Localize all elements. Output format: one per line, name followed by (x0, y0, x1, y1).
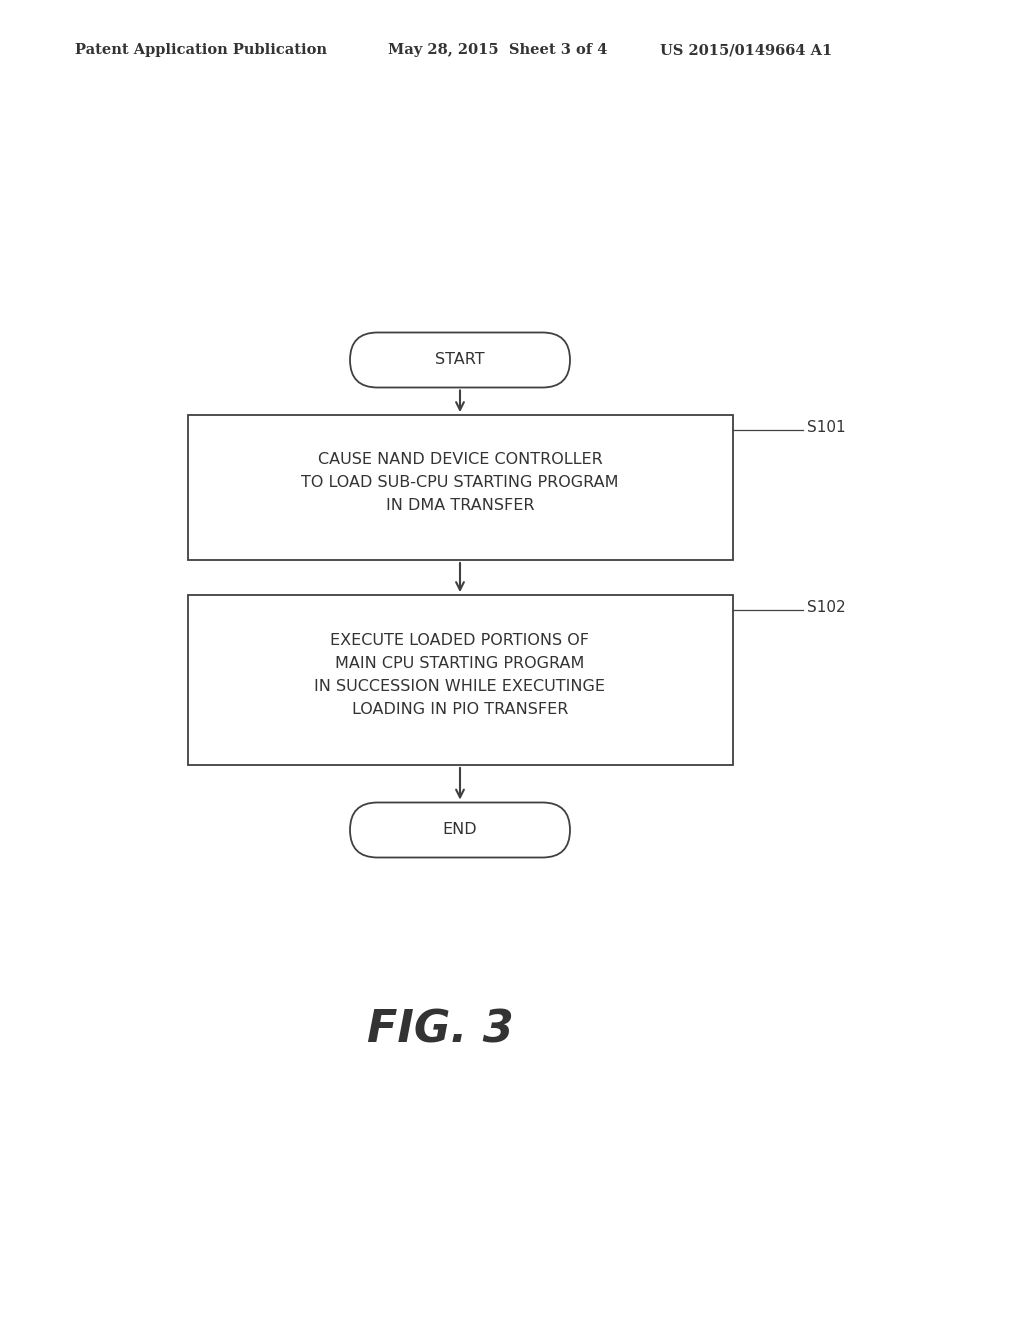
FancyBboxPatch shape (350, 333, 570, 388)
Text: CAUSE NAND DEVICE CONTROLLER
TO LOAD SUB-CPU STARTING PROGRAM
IN DMA TRANSFER: CAUSE NAND DEVICE CONTROLLER TO LOAD SUB… (301, 453, 618, 512)
FancyBboxPatch shape (350, 803, 570, 858)
Text: EXECUTE LOADED PORTIONS OF
MAIN CPU STARTING PROGRAM
IN SUCCESSION WHILE EXECUTI: EXECUTE LOADED PORTIONS OF MAIN CPU STAR… (314, 634, 605, 717)
Text: S101: S101 (808, 420, 846, 434)
Text: FIG. 3: FIG. 3 (367, 1008, 513, 1052)
Text: Patent Application Publication: Patent Application Publication (75, 44, 327, 57)
Text: END: END (442, 822, 477, 837)
FancyBboxPatch shape (187, 595, 732, 766)
FancyBboxPatch shape (187, 414, 732, 560)
Text: START: START (435, 352, 484, 367)
Text: S102: S102 (808, 599, 846, 615)
Text: May 28, 2015  Sheet 3 of 4: May 28, 2015 Sheet 3 of 4 (388, 44, 607, 57)
Text: US 2015/0149664 A1: US 2015/0149664 A1 (660, 44, 833, 57)
